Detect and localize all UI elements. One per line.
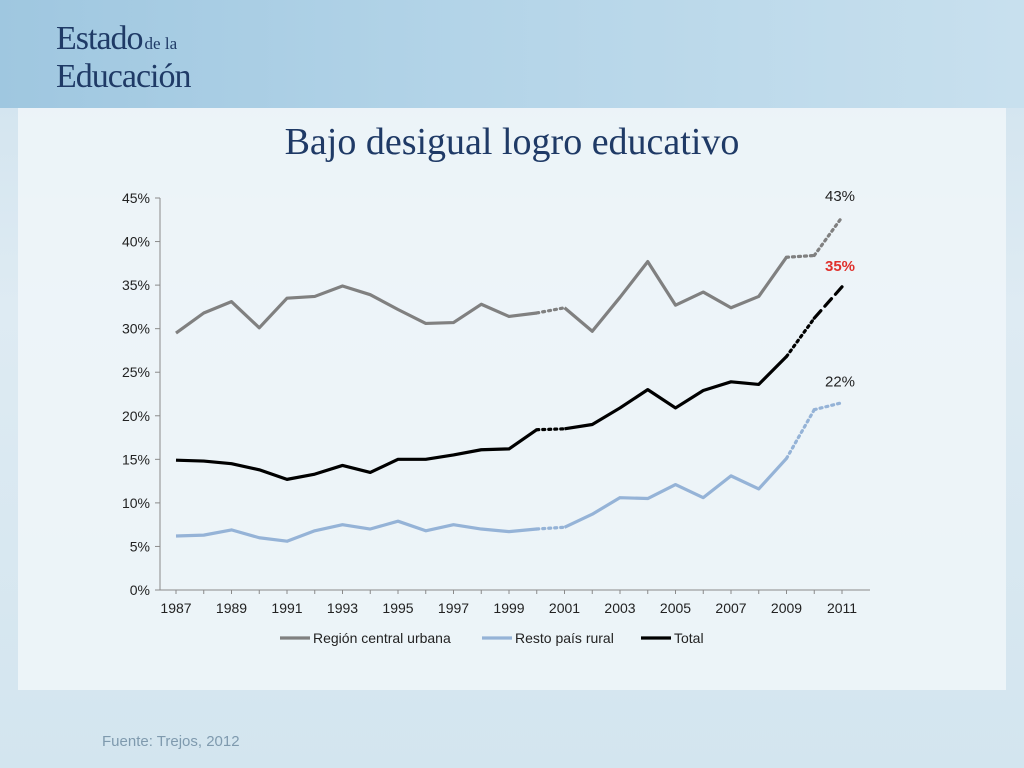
x-tick-label: 1999 — [493, 600, 524, 616]
series-dashed-segment — [812, 215, 844, 258]
x-tick-label: 1987 — [160, 600, 191, 616]
end-value-label: 43% — [825, 188, 855, 205]
series-dotted-segment — [784, 253, 816, 259]
series-total: 35% — [176, 258, 855, 480]
end-value-label: 35% — [825, 258, 855, 275]
x-tick-label: 1997 — [438, 600, 469, 616]
source-note: Fuente: Trejos, 2012 — [102, 733, 240, 750]
y-tick-label: 45% — [122, 190, 150, 206]
series-line — [176, 403, 842, 542]
x-tick-label: 1995 — [382, 600, 413, 616]
series-dashed-segment — [812, 285, 844, 320]
x-tick-label: 2005 — [660, 600, 691, 616]
series-line — [176, 217, 842, 333]
x-tick-label: 1989 — [216, 600, 247, 616]
series-dotted-segment — [784, 316, 816, 359]
x-tick-label: 2007 — [715, 600, 746, 616]
y-tick-label: 10% — [122, 495, 150, 511]
estado-educacion-logo: Estado de la Educación — [56, 20, 191, 95]
series-resto-pa-s-rural: 22% — [176, 374, 855, 542]
y-tick-label: 25% — [122, 364, 150, 380]
series-dotted-segment — [535, 427, 567, 432]
logo-word-de-la: de la — [144, 34, 178, 53]
y-tick-label: 15% — [122, 451, 150, 467]
x-tick-label: 2009 — [771, 600, 802, 616]
y-tick-label: 30% — [122, 321, 150, 337]
x-tick-label: 2003 — [604, 600, 635, 616]
header-band — [0, 0, 1024, 108]
x-tick-label: 1993 — [327, 600, 358, 616]
legend-label: Región central urbana — [313, 630, 451, 646]
y-tick-label: 0% — [130, 582, 150, 598]
legend-label: Total — [674, 630, 704, 646]
y-tick-label: 20% — [122, 408, 150, 424]
end-value-label: 22% — [825, 374, 855, 391]
y-tick-label: 40% — [122, 234, 150, 250]
x-tick-label: 2011 — [827, 600, 857, 616]
series-dotted-segment — [535, 525, 567, 531]
legend-label: Resto país rural — [515, 630, 614, 646]
content-panel — [18, 108, 1006, 690]
series-dotted-segment — [535, 306, 567, 315]
series-dashed-segment — [812, 401, 844, 412]
x-tick-label: 2001 — [549, 600, 580, 616]
x-tick-label: 1991 — [271, 600, 302, 616]
y-tick-label: 5% — [130, 538, 150, 554]
logo-word-educacion: Educación — [56, 58, 191, 95]
slide-title: Bajo desigual logro educativo — [284, 121, 740, 163]
series-regi-n-central-urbana: 43% — [176, 188, 855, 333]
logo-word-estado: Estado — [56, 20, 144, 57]
y-tick-label: 35% — [122, 277, 150, 293]
series-dotted-segment — [784, 408, 816, 461]
